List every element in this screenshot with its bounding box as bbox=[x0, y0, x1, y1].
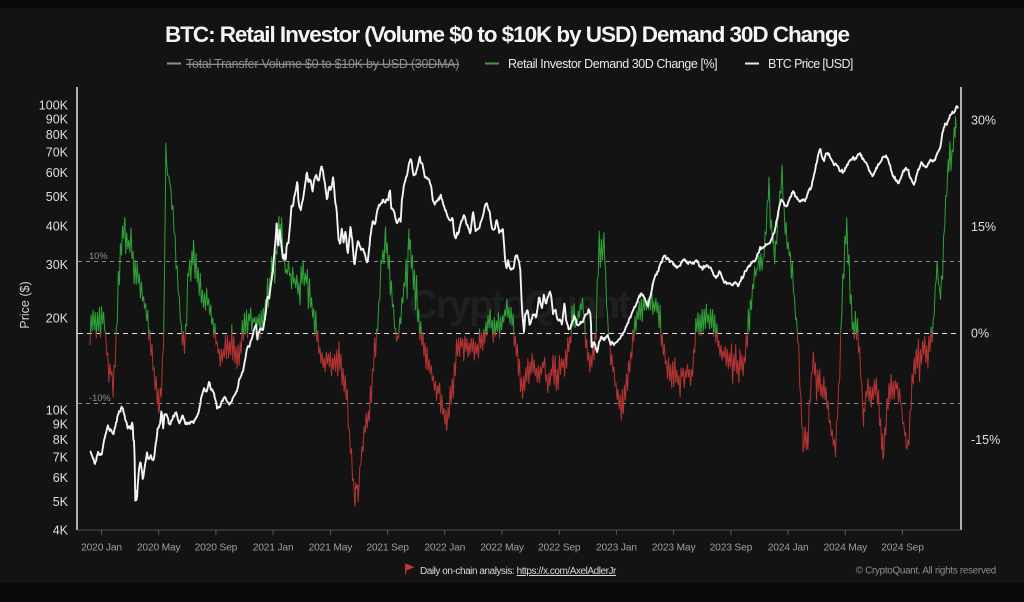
svg-text:Retail Investor Demand 30D Cha: Retail Investor Demand 30D Change [%] bbox=[508, 57, 717, 71]
svg-text:100K: 100K bbox=[39, 98, 69, 112]
svg-text:2020 Jan: 2020 Jan bbox=[81, 543, 122, 554]
svg-text:2024 Jan: 2024 Jan bbox=[768, 543, 809, 554]
svg-text:2022 Sep: 2022 Sep bbox=[538, 543, 581, 554]
svg-text:10%: 10% bbox=[89, 251, 108, 261]
svg-text:2020 Sep: 2020 Sep bbox=[195, 543, 238, 554]
svg-text:2024 May: 2024 May bbox=[823, 543, 868, 554]
svg-text:50K: 50K bbox=[46, 190, 69, 204]
svg-text:-15%: -15% bbox=[971, 433, 1000, 447]
svg-text:2024 Sep: 2024 Sep bbox=[881, 543, 924, 554]
svg-text:BTC: Retail Investor (Volume $: BTC: Retail Investor (Volume $0 to $10K … bbox=[165, 22, 850, 47]
svg-text:9K: 9K bbox=[53, 417, 69, 431]
svg-text:2021 Jan: 2021 Jan bbox=[253, 543, 294, 554]
svg-text:CryptoQuant: CryptoQuant bbox=[409, 283, 631, 327]
svg-text:Price ($): Price ($) bbox=[18, 281, 32, 328]
svg-text:2023 Jan: 2023 Jan bbox=[596, 543, 637, 554]
svg-text:0%: 0% bbox=[971, 326, 989, 340]
svg-text:30%: 30% bbox=[971, 113, 996, 127]
svg-text:2022 Jan: 2022 Jan bbox=[424, 543, 465, 554]
svg-text:80K: 80K bbox=[46, 128, 69, 142]
svg-text:4K: 4K bbox=[53, 523, 69, 537]
svg-text:2021 May: 2021 May bbox=[309, 543, 354, 554]
svg-text:-10%: -10% bbox=[89, 393, 111, 403]
svg-text:7K: 7K bbox=[53, 451, 69, 465]
svg-text:70K: 70K bbox=[46, 146, 69, 160]
svg-text:2023 Sep: 2023 Sep bbox=[710, 543, 753, 554]
svg-text:Daily on-chain analysis: https: Daily on-chain analysis: https://x.com/A… bbox=[420, 566, 617, 577]
svg-text:8K: 8K bbox=[53, 433, 69, 447]
svg-text:BTC Price [USD]: BTC Price [USD] bbox=[768, 57, 853, 71]
svg-text:15%: 15% bbox=[971, 220, 996, 234]
svg-text:2023 May: 2023 May bbox=[652, 543, 697, 554]
svg-text:© CryptoQuant. All rights rese: © CryptoQuant. All rights reserved bbox=[856, 566, 996, 577]
svg-text:10K: 10K bbox=[46, 403, 69, 417]
svg-text:60K: 60K bbox=[46, 166, 69, 180]
svg-text:5K: 5K bbox=[53, 495, 69, 509]
svg-text:20K: 20K bbox=[46, 312, 69, 326]
svg-text:30K: 30K bbox=[46, 258, 69, 272]
svg-text:90K: 90K bbox=[46, 112, 69, 126]
svg-text:6K: 6K bbox=[53, 471, 69, 485]
svg-text:2022 May: 2022 May bbox=[480, 543, 525, 554]
svg-text:2020 May: 2020 May bbox=[137, 543, 182, 554]
svg-text:2021 Sep: 2021 Sep bbox=[366, 543, 409, 554]
svg-text:Total Transfer Volume $0 to $1: Total Transfer Volume $0 to $10K by USD … bbox=[186, 57, 459, 71]
svg-text:40K: 40K bbox=[46, 220, 69, 234]
